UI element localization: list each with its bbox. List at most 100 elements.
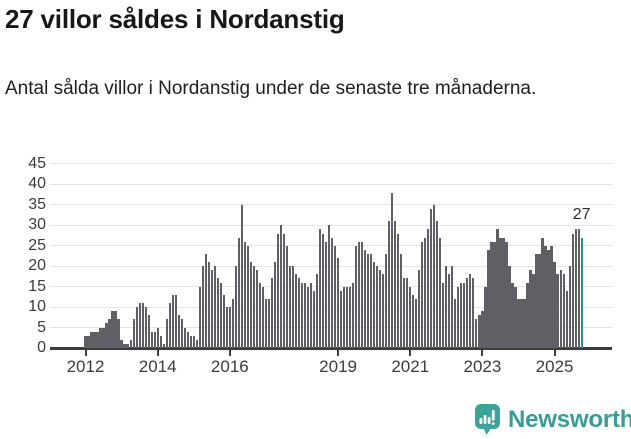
bar[interactable] xyxy=(102,327,105,348)
bar[interactable] xyxy=(279,225,283,348)
bar[interactable] xyxy=(412,294,415,348)
bar[interactable] xyxy=(472,278,475,348)
bar[interactable] xyxy=(285,245,289,348)
bar[interactable] xyxy=(361,241,364,348)
bar[interactable] xyxy=(454,298,457,348)
bar[interactable] xyxy=(87,335,90,348)
bar[interactable] xyxy=(300,282,304,348)
bar[interactable] xyxy=(460,282,463,348)
bar[interactable] xyxy=(364,249,367,348)
bar[interactable] xyxy=(123,343,126,348)
bar[interactable] xyxy=(475,319,478,348)
bar[interactable] xyxy=(517,298,520,348)
bar[interactable] xyxy=(442,282,445,348)
bar[interactable] xyxy=(249,262,252,348)
bar[interactable] xyxy=(165,319,168,348)
bar[interactable] xyxy=(309,282,313,348)
bar[interactable] xyxy=(466,278,469,348)
bar[interactable] xyxy=(451,266,454,348)
bar[interactable] xyxy=(183,327,186,348)
bar[interactable] xyxy=(327,225,331,348)
bar[interactable] xyxy=(186,331,189,348)
bar[interactable] xyxy=(162,343,165,348)
bar[interactable] xyxy=(529,270,532,348)
bar[interactable] xyxy=(370,253,373,348)
bar[interactable] xyxy=(339,290,343,348)
bar[interactable] xyxy=(346,286,349,348)
bar[interactable] xyxy=(562,274,565,348)
bar[interactable] xyxy=(267,298,270,348)
bar[interactable] xyxy=(382,274,385,348)
bar[interactable] xyxy=(352,282,355,348)
bar[interactable] xyxy=(150,331,153,348)
bar[interactable] xyxy=(514,286,517,348)
bar[interactable] xyxy=(349,286,352,348)
bar[interactable] xyxy=(427,229,430,348)
bar[interactable] xyxy=(415,298,418,348)
bar[interactable] xyxy=(243,241,246,348)
bar[interactable] xyxy=(210,270,213,348)
bar[interactable] xyxy=(189,335,192,348)
bar[interactable] xyxy=(159,335,162,348)
bar[interactable] xyxy=(156,327,159,348)
bar[interactable] xyxy=(108,319,111,348)
bar[interactable] xyxy=(448,274,451,348)
bar[interactable] xyxy=(496,229,499,348)
bar[interactable] xyxy=(216,278,219,348)
bar[interactable] xyxy=(105,323,108,348)
bar[interactable] xyxy=(303,282,307,348)
bar[interactable] xyxy=(318,229,322,348)
bar[interactable] xyxy=(144,307,147,348)
bar[interactable] xyxy=(535,253,538,348)
bar[interactable] xyxy=(177,315,180,348)
newsworthy-logo[interactable]: Newsworthy xyxy=(474,403,631,436)
bar[interactable] xyxy=(424,237,427,348)
bar[interactable] xyxy=(204,253,207,348)
bar[interactable] xyxy=(198,286,201,348)
bar[interactable] xyxy=(571,233,574,348)
bar[interactable] xyxy=(487,249,490,348)
bar[interactable] xyxy=(508,266,511,348)
bar[interactable] xyxy=(153,331,156,348)
bar[interactable] xyxy=(180,319,183,348)
bar[interactable] xyxy=(246,245,249,348)
bar[interactable] xyxy=(333,245,337,348)
bar[interactable] xyxy=(234,266,237,348)
bar[interactable] xyxy=(315,274,319,348)
bar[interactable] xyxy=(93,331,96,348)
bar[interactable] xyxy=(231,298,234,348)
bar[interactable] xyxy=(430,208,433,348)
bar[interactable] xyxy=(418,270,421,348)
bar[interactable] xyxy=(117,319,120,348)
bar[interactable] xyxy=(379,270,382,348)
bar[interactable] xyxy=(276,233,280,348)
bar[interactable] xyxy=(385,253,388,348)
bar[interactable] xyxy=(421,241,424,348)
bar[interactable] xyxy=(355,245,358,348)
bar[interactable] xyxy=(174,294,177,348)
bar[interactable] xyxy=(388,221,391,348)
bar[interactable] xyxy=(538,253,541,348)
bar[interactable] xyxy=(457,286,460,348)
bar[interactable] xyxy=(553,262,556,348)
bar[interactable] xyxy=(469,274,472,348)
highlight-bar[interactable] xyxy=(580,237,583,348)
bar[interactable] xyxy=(577,229,580,348)
bar[interactable] xyxy=(367,253,370,348)
bar[interactable] xyxy=(288,266,292,348)
bar[interactable] xyxy=(219,282,222,348)
bar[interactable] xyxy=(120,339,123,348)
bar[interactable] xyxy=(192,335,195,348)
bar[interactable] xyxy=(111,311,114,348)
bar[interactable] xyxy=(481,311,484,348)
bar[interactable] xyxy=(132,319,135,348)
bar[interactable] xyxy=(358,241,361,348)
bar[interactable] xyxy=(264,298,267,348)
bar[interactable] xyxy=(532,274,535,348)
bar[interactable] xyxy=(526,282,529,348)
bar[interactable] xyxy=(336,258,340,348)
bar[interactable] xyxy=(222,294,225,348)
bar[interactable] xyxy=(213,266,216,348)
bar[interactable] xyxy=(321,233,325,348)
bar[interactable] xyxy=(84,335,87,348)
